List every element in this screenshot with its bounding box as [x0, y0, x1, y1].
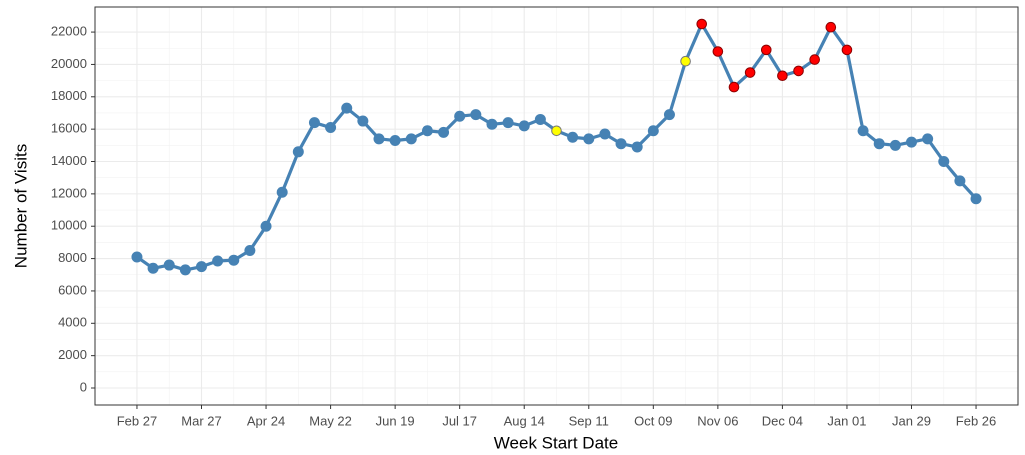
point	[825, 21, 837, 33]
point	[631, 141, 643, 153]
y-tick-label: 18000	[51, 88, 87, 103]
point	[163, 259, 175, 271]
point	[696, 18, 708, 30]
x-tick-label: Feb 26	[956, 413, 996, 428]
x-tick-label: Apr 24	[247, 413, 285, 428]
y-tick-label: 6000	[58, 282, 87, 297]
point	[405, 133, 417, 145]
y-tick-label: 14000	[51, 153, 87, 168]
point	[680, 55, 691, 67]
y-tick-label: 20000	[51, 56, 87, 71]
point	[470, 109, 482, 121]
y-tick-label: 10000	[51, 218, 87, 233]
point	[728, 81, 740, 93]
x-tick-label: Sep 11	[569, 413, 609, 428]
x-tick-label: Nov 06	[697, 413, 738, 428]
point	[260, 220, 272, 232]
point	[906, 136, 917, 148]
point	[809, 54, 820, 65]
x-tick-label: Mar 27	[181, 413, 221, 428]
point	[373, 133, 385, 145]
x-axis-title: Week Start Date	[494, 433, 618, 452]
x-tick-label: Jan 29	[892, 413, 931, 428]
point	[389, 134, 401, 146]
x-tick-label: Oct 09	[634, 413, 672, 428]
point	[147, 262, 159, 274]
point	[938, 156, 950, 168]
x-tick-label: Aug 14	[504, 413, 545, 428]
point	[615, 138, 627, 150]
point	[518, 120, 530, 132]
x-tick-label: Feb 27	[117, 413, 157, 428]
point	[954, 175, 966, 187]
point	[438, 126, 450, 138]
point	[454, 110, 466, 122]
point	[212, 255, 224, 267]
point	[196, 261, 207, 273]
point	[663, 109, 675, 121]
point	[744, 67, 756, 78]
point	[889, 139, 901, 151]
point	[551, 125, 562, 137]
point	[841, 44, 853, 56]
point	[777, 70, 788, 82]
point	[567, 131, 579, 143]
point	[292, 146, 304, 158]
point	[131, 251, 143, 263]
y-tick-label: 2000	[58, 347, 87, 362]
x-tick-label: Jan 01	[827, 413, 866, 428]
x-tick-label: Jul 17	[442, 413, 477, 428]
point	[793, 65, 804, 77]
y-tick-label: 8000	[58, 250, 87, 265]
point	[922, 133, 934, 145]
point	[873, 138, 885, 150]
point	[502, 117, 514, 129]
y-tick-label: 22000	[51, 24, 87, 39]
point	[325, 122, 337, 134]
point	[760, 44, 772, 56]
point	[647, 125, 659, 137]
y-axis-title: Number of Visits	[11, 144, 30, 268]
point	[341, 102, 353, 114]
point	[857, 125, 869, 137]
point	[970, 193, 982, 205]
point	[228, 254, 240, 266]
x-tick-label: May 22	[309, 413, 352, 428]
point	[599, 128, 611, 140]
y-tick-label: 4000	[58, 315, 87, 330]
y-tick-label: 0	[80, 379, 87, 394]
point	[534, 113, 546, 125]
point	[276, 186, 288, 198]
grid	[95, 7, 1018, 405]
y-tick-label: 16000	[51, 121, 87, 136]
x-tick-label: Dec 04	[762, 413, 803, 428]
point	[712, 46, 724, 57]
point	[486, 118, 498, 130]
point	[357, 115, 369, 127]
point	[421, 125, 433, 137]
point	[244, 244, 256, 256]
point	[583, 133, 595, 145]
y-tick-label: 12000	[51, 185, 87, 200]
point	[308, 117, 320, 129]
plot-border	[94, 6, 1019, 406]
x-tick-label: Jun 19	[376, 413, 415, 428]
point	[179, 264, 191, 276]
